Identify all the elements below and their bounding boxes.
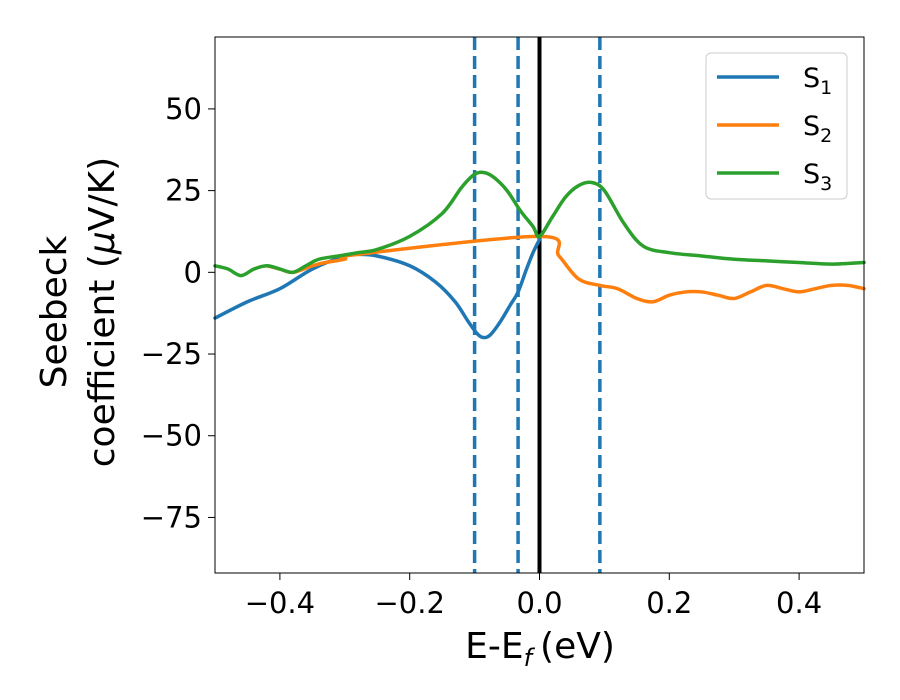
x-axis-title-unit: (eV): [540, 626, 615, 667]
legend: S1 S2 S3: [705, 52, 848, 200]
series-line-s1: [213, 237, 542, 340]
y-tick-label: −25: [141, 337, 202, 371]
y-axis-ticks: 50 25 0 −25 −50 −75: [141, 92, 215, 534]
y-axis-title: Seebeck coefficient (μV/K): [34, 157, 123, 467]
vertical-reference-lines: [472, 37, 602, 573]
x-tick-label: 0.2: [646, 586, 692, 620]
x-tick-label: −0.4: [245, 586, 315, 620]
legend-label-s3: S3: [803, 159, 832, 195]
x-axis-title-main: E-E: [465, 626, 523, 667]
x-axis-title-subscript: f: [524, 644, 536, 672]
y-axis-title-mu: μ: [82, 231, 123, 255]
y-axis-title-unit: V/K): [82, 157, 123, 231]
x-tick-label: 0.4: [776, 586, 822, 620]
data-series: [213, 170, 866, 340]
y-tick-label: 25: [165, 174, 202, 208]
x-tick-label: −0.2: [374, 586, 444, 620]
x-axis-ticks: −0.4 −0.2 0.0 0.2 0.4: [245, 573, 822, 620]
y-tick-label: −75: [141, 500, 202, 534]
series-line-s3: [213, 170, 866, 278]
y-tick-label: 0: [184, 255, 202, 289]
x-axis-title: E-Ef (eV): [465, 626, 615, 672]
y-tick-label: 50: [165, 92, 202, 126]
series-line-s2: [265, 234, 866, 304]
y-axis-title-line2: coefficient (μV/K): [82, 157, 123, 467]
legend-label-s2: S2: [803, 111, 832, 147]
legend-label-s1: S1: [803, 63, 832, 99]
y-tick-label: −50: [141, 419, 202, 453]
y-axis-title-line1: Seebeck: [34, 235, 75, 388]
y-axis-title-prefix: coefficient (: [82, 254, 123, 467]
x-tick-label: 0.0: [516, 586, 562, 620]
